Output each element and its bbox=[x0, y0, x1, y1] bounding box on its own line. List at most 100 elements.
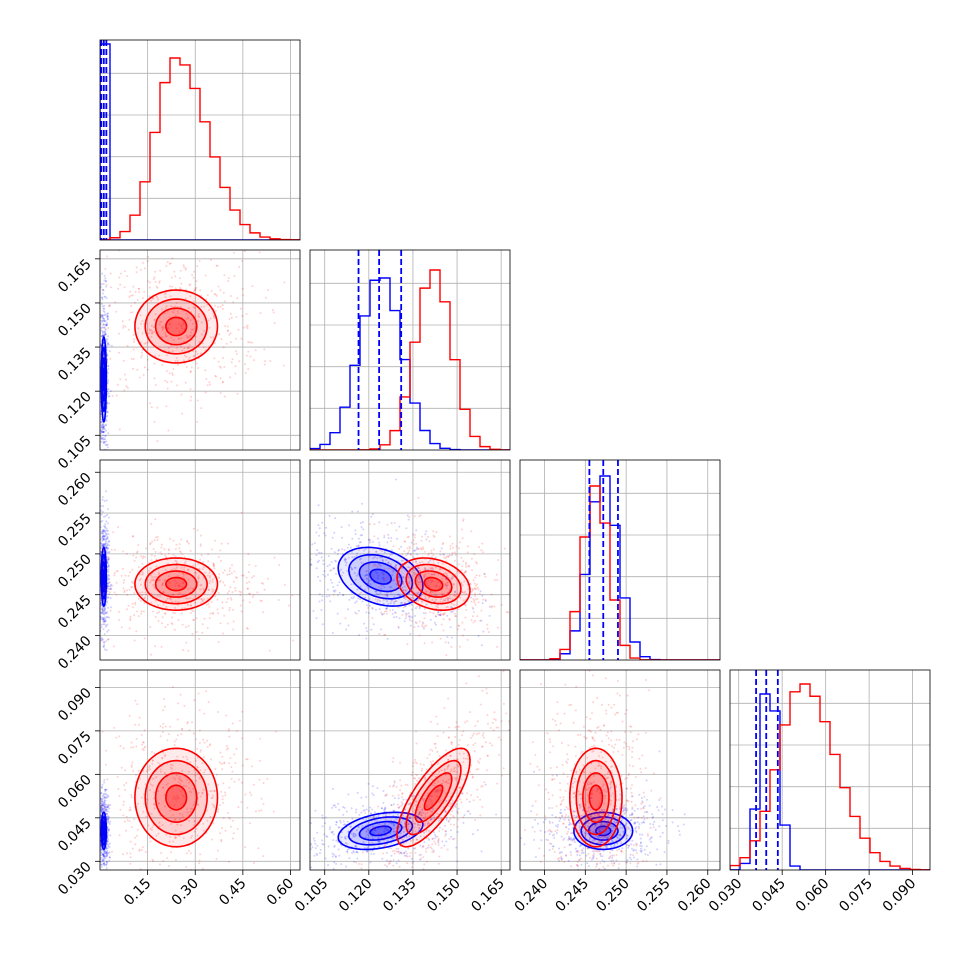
scatter-point bbox=[122, 800, 125, 803]
scatter-point bbox=[103, 799, 106, 802]
scatter-point bbox=[182, 576, 185, 579]
scatter-point bbox=[150, 601, 153, 604]
scatter-point bbox=[403, 620, 406, 623]
scatter-point bbox=[198, 742, 201, 744]
scatter-point bbox=[162, 709, 164, 712]
scatter-point bbox=[286, 834, 288, 836]
scatter-point bbox=[101, 426, 104, 429]
scatter-point bbox=[457, 547, 460, 550]
scatter-point bbox=[462, 560, 465, 563]
scatter-point bbox=[194, 572, 197, 574]
scatter-point bbox=[103, 633, 106, 636]
scatter-point bbox=[218, 761, 221, 764]
scatter-point bbox=[231, 591, 234, 594]
scatter-point bbox=[148, 764, 151, 767]
scatter-point bbox=[360, 811, 363, 814]
scatter-point bbox=[104, 606, 107, 609]
scatter-point bbox=[139, 777, 141, 780]
scatter-point bbox=[323, 833, 326, 836]
scatter-point bbox=[454, 553, 457, 556]
contour-mid-1 bbox=[144, 563, 208, 605]
scatter-point bbox=[199, 749, 202, 751]
scatter-point bbox=[353, 566, 356, 569]
scatter-point bbox=[107, 508, 109, 511]
scatter-point bbox=[106, 536, 109, 539]
scatter-point bbox=[155, 575, 157, 578]
scatter-point bbox=[189, 295, 192, 298]
scatter-point bbox=[318, 551, 321, 554]
scatter-point bbox=[102, 858, 105, 861]
scatter-point bbox=[151, 330, 154, 333]
scatter-point bbox=[104, 607, 106, 610]
scatter-point bbox=[103, 850, 106, 853]
scatter-point bbox=[105, 529, 108, 532]
scatter-point bbox=[102, 425, 105, 428]
scatter-point bbox=[107, 568, 110, 571]
scatter-point bbox=[156, 899, 158, 901]
scatter-point bbox=[336, 584, 339, 587]
scatter-point bbox=[460, 556, 463, 559]
scatter-point bbox=[155, 536, 158, 539]
scatter-point bbox=[473, 553, 476, 556]
scatter-point bbox=[413, 575, 416, 577]
scatter-point bbox=[105, 813, 108, 816]
scatter-point bbox=[186, 541, 189, 543]
scatter-point bbox=[229, 341, 232, 344]
scatter-point bbox=[200, 294, 203, 297]
scatter-point bbox=[484, 598, 487, 601]
panel-frame bbox=[519, 459, 721, 661]
scatter-point bbox=[190, 328, 193, 331]
scatter-point bbox=[203, 712, 206, 715]
scatter-point bbox=[376, 557, 379, 560]
scatter-point bbox=[105, 788, 108, 791]
scatter-point bbox=[230, 598, 233, 601]
scatter-point bbox=[108, 823, 111, 825]
scatter-point bbox=[113, 726, 116, 729]
scatter-point bbox=[221, 768, 223, 771]
scatter-point bbox=[382, 573, 385, 576]
scatter-point bbox=[153, 377, 156, 380]
scatter-point bbox=[138, 723, 140, 726]
scatter-point bbox=[105, 866, 108, 869]
scatter-point bbox=[401, 613, 404, 616]
scatter-point bbox=[105, 612, 108, 615]
scatter-point bbox=[132, 358, 135, 361]
scatter-point bbox=[188, 344, 191, 347]
scatter-point bbox=[199, 543, 202, 546]
scatter-point bbox=[355, 545, 358, 547]
scatter-point bbox=[102, 307, 105, 310]
scatter-point bbox=[435, 594, 438, 597]
scatter-point bbox=[214, 539, 217, 542]
scatter-point bbox=[200, 598, 203, 600]
scatter-point bbox=[445, 584, 448, 586]
scatter-point bbox=[209, 612, 212, 615]
scatter-point bbox=[398, 580, 401, 583]
scatter-point bbox=[162, 751, 165, 754]
scatter-point bbox=[394, 568, 397, 570]
scatter-point bbox=[105, 873, 107, 875]
scatter-point bbox=[161, 731, 164, 734]
scatter-point bbox=[488, 605, 491, 608]
scatter-point bbox=[179, 778, 182, 781]
scatter-point bbox=[106, 411, 109, 414]
scatter-point bbox=[350, 825, 353, 828]
scatter-point bbox=[105, 549, 108, 552]
scatter-point bbox=[133, 614, 136, 617]
scatter-point bbox=[398, 594, 401, 597]
scatter-point bbox=[120, 272, 123, 275]
scatter-point bbox=[102, 530, 105, 533]
scatter-point bbox=[192, 619, 195, 621]
scatter-point bbox=[348, 524, 351, 527]
scatter-point bbox=[108, 578, 111, 581]
scatter-point bbox=[442, 562, 444, 565]
scatter-point bbox=[106, 529, 109, 532]
scatter-point bbox=[89, 338, 91, 340]
scatter-point bbox=[357, 537, 360, 540]
scatter-point bbox=[161, 327, 164, 330]
scatter-point bbox=[305, 547, 307, 549]
scatter-point bbox=[202, 240, 204, 242]
scatter-point bbox=[466, 638, 469, 641]
scatter-point bbox=[432, 530, 435, 533]
scatter-point bbox=[213, 293, 216, 296]
scatter-point bbox=[423, 574, 425, 577]
